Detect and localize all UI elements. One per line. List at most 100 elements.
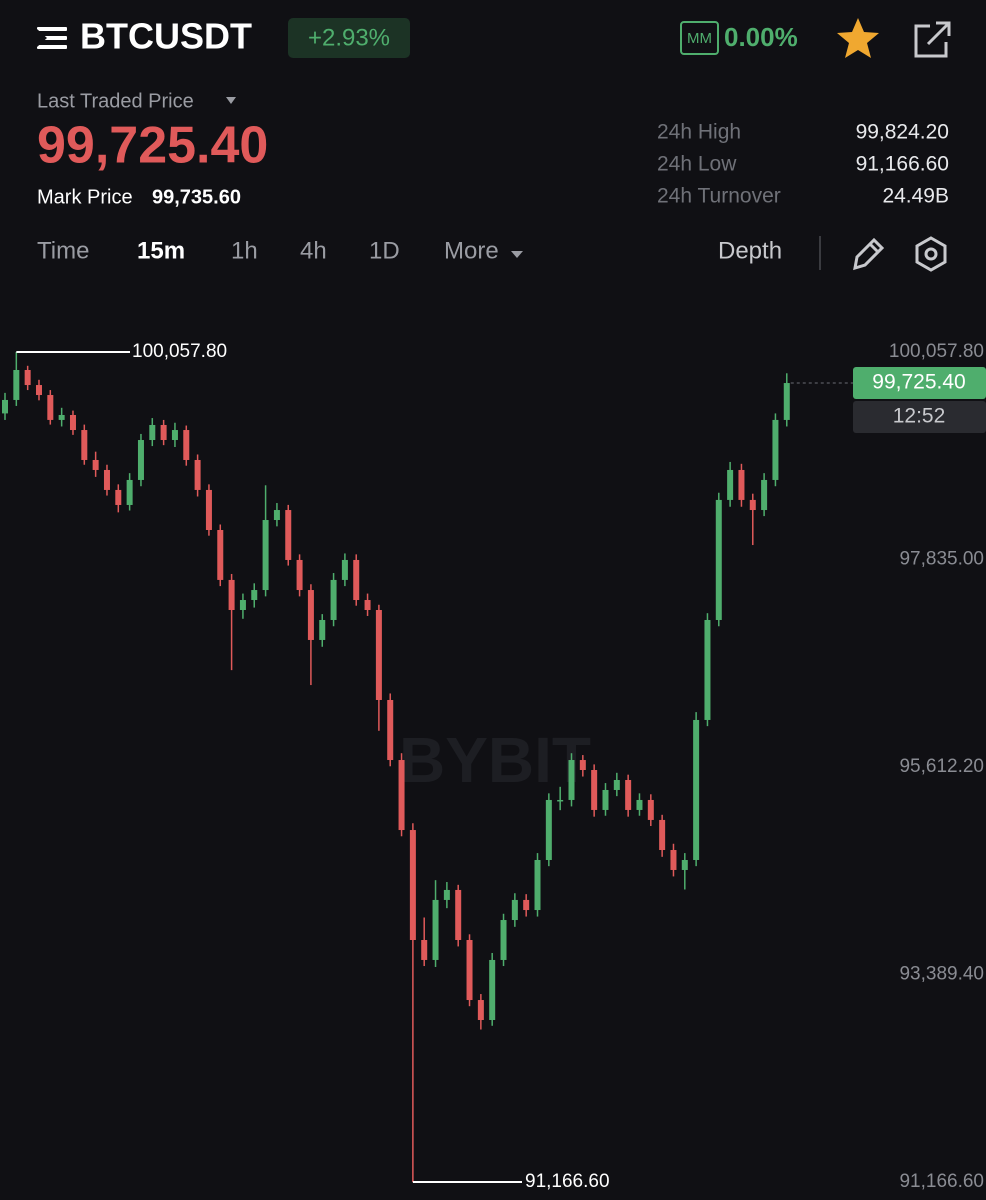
candle-body [217,530,224,580]
price-label: Last Traded Price [37,90,194,112]
candle-body [35,385,42,396]
candle-body [511,899,518,921]
stat-label: 24h High [657,121,741,144]
change: +2.93% [308,24,390,51]
candle-body [432,899,439,960]
candle-body [783,383,790,420]
mm-label: MM [687,30,712,47]
candle-body [58,414,65,420]
candle-body [466,939,473,1001]
candle-body [2,399,8,414]
interval-tab[interactable]: Time [37,237,89,264]
candle-body [228,579,235,611]
low-marker-label: 91,166.60 [525,1171,610,1192]
candle-body [92,459,99,470]
stat-label: 24h Low [657,153,737,176]
candle-body [727,469,734,500]
candle-body [568,760,575,800]
draw-icon[interactable] [853,237,885,271]
candle-body [636,799,643,810]
stat-label: 24h Turnover [657,185,781,208]
candle-body [738,469,745,500]
candle-body [307,590,314,640]
change-pill [288,18,410,58]
mark-price: 99,735.60 [152,186,241,208]
candle-body [579,760,586,771]
candle-body [205,489,212,531]
candle-body [421,939,428,960]
share-icon[interactable] [914,21,951,58]
y-tick-label: 95,612.20 [899,756,984,777]
candle-body [659,819,666,851]
candle-body [772,419,779,480]
candle-body [375,610,382,700]
interval-tab[interactable]: 1D [369,237,400,264]
candle-body [545,799,552,860]
candle-body [625,779,632,810]
candle-body [602,789,609,810]
countdown: 12:52 [893,405,946,428]
candle-body [715,499,722,620]
candle-body [81,430,88,460]
candle-body [591,770,598,810]
candle-body [273,510,280,521]
last-price: 99,725.40 [37,117,268,175]
settings-icon[interactable] [915,236,947,272]
candle-body [115,489,122,505]
stat-value: 99,824.20 [856,121,949,144]
candle-body [239,600,246,611]
stat-value: 24.49B [882,185,949,208]
candle-body [489,959,496,1020]
candle-body [285,510,292,560]
candle-body [47,395,54,420]
countdown-tag [853,401,986,434]
menu-icon[interactable] [37,27,67,49]
candle-body [670,850,677,870]
candle-body [613,779,620,790]
watermark: BYBIT [399,724,591,796]
candle-body [149,424,156,441]
depth-tab[interactable]: Depth [718,237,782,264]
interval-tab[interactable]: 4h [300,237,327,264]
stat-value: 91,166.60 [856,153,949,176]
candle-body [364,600,371,611]
candle-body [477,1000,484,1020]
candle-body [126,479,133,505]
more-arrow [511,251,523,258]
candle-body [749,499,756,511]
candle-body [704,619,711,720]
candle-body [353,559,360,601]
candle-body [262,520,269,591]
candle-body [183,430,190,460]
y-tick-label: 93,389.40 [899,964,984,985]
y-tick-label: 97,835.00 [899,549,984,570]
mark-label: Mark Price [37,186,133,208]
candle-body [557,799,564,802]
candle-body [647,799,654,820]
interval-tab[interactable]: 1h [231,237,258,264]
high-marker-label: 100,057.80 [132,341,227,362]
favorite-star[interactable] [837,18,879,58]
candle-body [194,459,201,490]
candle-body [455,889,462,940]
candle-body [296,559,303,591]
symbol[interactable]: BTCUSDT [80,16,252,57]
candle-body [341,559,348,580]
candle-body [387,699,394,761]
candle-body [69,414,76,431]
interval-tab[interactable]: 15m [137,237,185,264]
candle-body [171,430,178,441]
last-price-tag [853,367,986,400]
candle-body [160,424,167,441]
candle-body [137,440,144,480]
candle-body [330,579,337,620]
candle-body [409,830,416,940]
candle-body [500,920,507,960]
mm-box[interactable] [680,21,719,55]
dropdown-arrow[interactable] [226,97,236,104]
candle-body [13,369,20,400]
candle-body [761,479,768,511]
interval-tab[interactable]: More [444,237,499,264]
